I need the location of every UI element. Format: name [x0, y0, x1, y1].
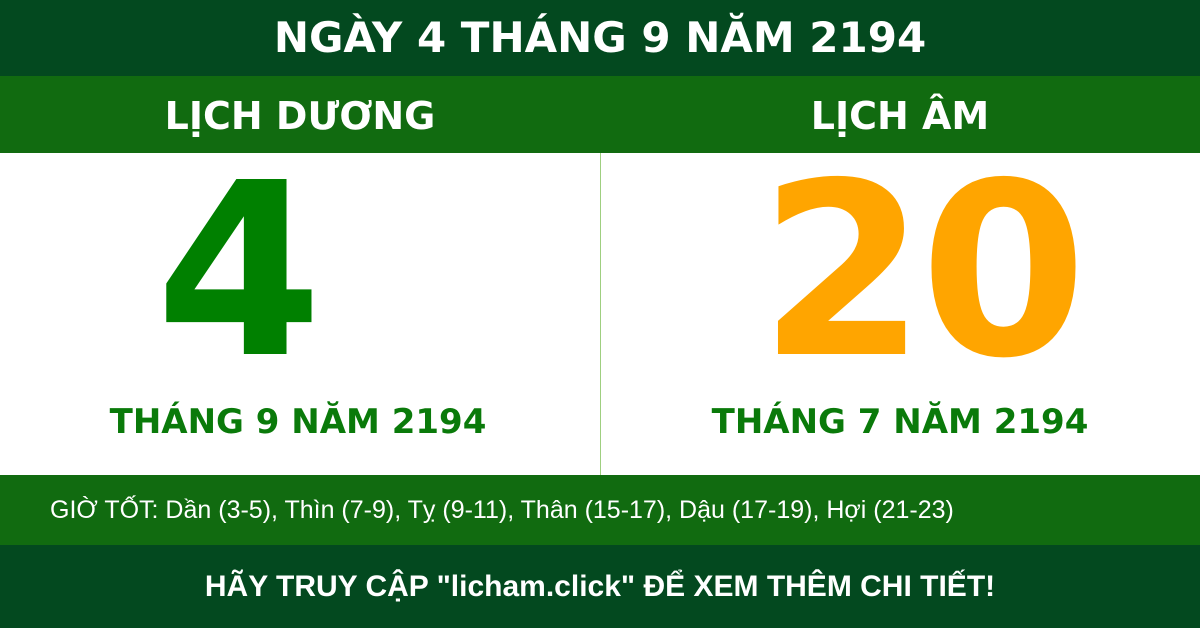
lunar-column: 20 THÁNG 7 NĂM 2194 — [600, 131, 1200, 475]
lunar-heading: LỊCH ÂM — [810, 94, 990, 138]
footer-cta: HÃY TRUY CẬP "licham.click" ĐỂ XEM THÊM … — [0, 545, 1200, 628]
solar-heading: LỊCH DƯƠNG — [164, 94, 436, 138]
lunar-day: 20 — [759, 131, 1087, 411]
solar-month-year: THÁNG 9 NĂM 2194 — [109, 402, 487, 442]
lunar-month-year: THÁNG 7 NĂM 2194 — [711, 402, 1089, 442]
calendar-body: 4 THÁNG 9 NĂM 2194 20 THÁNG 7 NĂM 2194 — [0, 131, 1200, 475]
good-hours: GIỜ TỐT: Dần (3-5), Thìn (7-9), Tỵ (9-11… — [0, 475, 1200, 545]
header-bar: LỊCH DƯƠNG LỊCH ÂM — [0, 76, 1200, 153]
column-divider — [600, 153, 601, 475]
page-title: NGÀY 4 THÁNG 9 NĂM 2194 — [0, 0, 1200, 76]
solar-day: 4 — [155, 131, 323, 411]
solar-column: 4 THÁNG 9 NĂM 2194 — [0, 131, 600, 475]
